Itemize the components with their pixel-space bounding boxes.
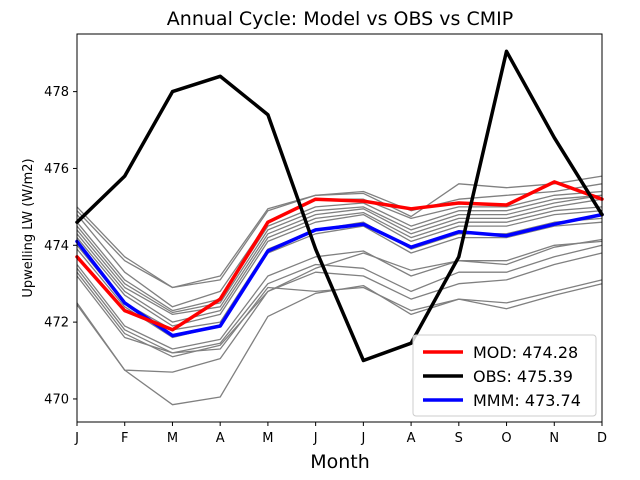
x-tick-label: N xyxy=(549,431,559,446)
cmip-model-line-2 xyxy=(76,183,603,289)
y-axis-label: Upwelling LW (W/m2) xyxy=(21,158,36,297)
chart-title: Annual Cycle: Model vs OBS vs CMIP xyxy=(167,8,513,30)
plot-area xyxy=(75,49,604,406)
y-tick-label: 476 xyxy=(44,162,69,177)
y-tick-label: 474 xyxy=(44,239,69,254)
x-tick-label: O xyxy=(501,431,511,446)
cmip-model-line-16 xyxy=(76,240,603,373)
cmip-model-line-11 xyxy=(76,238,603,350)
series-line-obs xyxy=(75,49,604,363)
cmip-model-line-15 xyxy=(76,283,603,406)
plot-frame xyxy=(76,33,603,423)
cmip-model-line-10 xyxy=(76,221,603,339)
y-axis-ticks: 470 472 474 476 478 xyxy=(44,85,77,407)
main-series-lines xyxy=(75,49,604,363)
x-tick-label: J xyxy=(74,431,79,446)
x-tick-label: J xyxy=(360,431,365,446)
y-tick-label: 478 xyxy=(44,85,69,100)
x-tick-label: A xyxy=(407,431,416,446)
cmip-model-line-5 xyxy=(76,194,603,314)
legend: MOD: 474.28 OBS: 475.39 MMM: 473.74 xyxy=(412,334,597,417)
series-line-mod xyxy=(75,180,604,332)
legend-label-obs: OBS: 475.39 xyxy=(473,367,573,386)
legend-frame xyxy=(412,334,597,417)
x-tick-label: D xyxy=(597,431,607,446)
x-tick-label: J xyxy=(313,431,318,446)
x-tick-label: M xyxy=(262,431,273,446)
x-tick-label: A xyxy=(216,431,225,446)
y-tick-label: 470 xyxy=(44,392,69,407)
x-axis-label: Month xyxy=(310,451,370,473)
series-line-mmm xyxy=(75,212,604,338)
cmip-model-line-7 xyxy=(76,206,603,323)
cmip-model-line-12 xyxy=(76,244,603,354)
cmip-model-line-6 xyxy=(76,198,603,316)
cmip-model-line-4 xyxy=(76,194,603,312)
legend-label-mod: MOD: 474.28 xyxy=(473,343,578,362)
x-tick-label: S xyxy=(455,431,463,446)
cmip-model-line-8 xyxy=(76,210,603,327)
y-tick-label: 472 xyxy=(44,316,69,331)
legend-label-mmm: MMM: 473.74 xyxy=(473,391,581,410)
x-tick-label: F xyxy=(121,431,128,446)
x-tick-label: M xyxy=(167,431,178,446)
cmip-model-line-13 xyxy=(76,252,603,358)
